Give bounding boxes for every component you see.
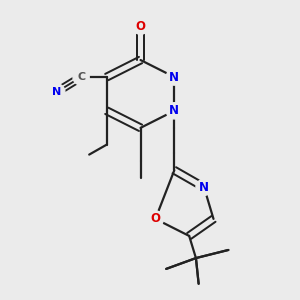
Circle shape [166,103,182,119]
Text: O: O [136,20,146,33]
Circle shape [73,69,89,85]
Circle shape [147,211,164,227]
Text: N: N [52,87,62,97]
Circle shape [132,18,148,34]
Text: O: O [150,212,161,225]
Text: N: N [169,104,179,117]
Circle shape [49,84,65,100]
Text: C: C [77,72,85,82]
Circle shape [196,179,212,195]
Circle shape [166,69,182,85]
Text: N: N [169,70,179,83]
Text: N: N [199,181,209,194]
